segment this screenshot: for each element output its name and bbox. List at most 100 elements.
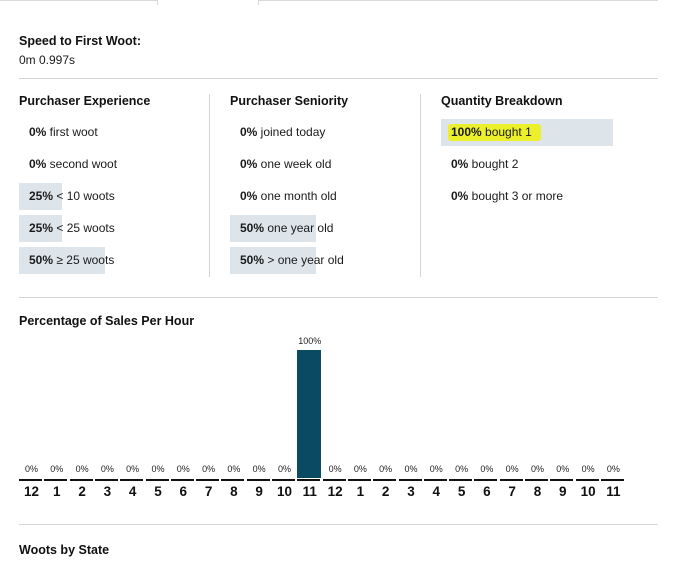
experience-row: 25% < 10 woots [19, 183, 219, 210]
bar-baseline [398, 479, 422, 481]
column-divider [209, 94, 210, 277]
speed-value: 0m 0.997s [19, 53, 76, 67]
woots-by-state-title: Woots by State [19, 543, 110, 557]
bar-value-label: 0% [24, 464, 38, 474]
row-percentage: 25% [29, 221, 54, 235]
row-label: ≥ 25 woots [53, 253, 115, 267]
seniority-row: 0% joined today [230, 119, 430, 146]
bar-value-label: 0% [404, 464, 418, 474]
bar-value-label: 0% [581, 464, 595, 474]
percentage-bar [19, 247, 105, 274]
row-percentage: 50% [29, 253, 54, 267]
hour-tick-label: 3 [103, 484, 112, 499]
speed-title: Speed to First Woot: [19, 34, 141, 48]
bar-value-label: 0% [379, 464, 393, 474]
hour-tick-label: 2 [78, 484, 86, 499]
seniority-row: 50% one year old [230, 215, 430, 242]
row-label: second woot [46, 157, 118, 171]
bar-baseline [347, 479, 371, 481]
bar-value-label: 0% [530, 464, 544, 474]
percentage-bar [19, 215, 62, 242]
speed-section: Speed to First Woot: 0m 0.997s [19, 34, 141, 67]
row-percentage: 50% [240, 253, 265, 267]
sales-per-hour-chart: 0% 12 0% 1 0% 2 0% 3 0% 4 0% 5 0% 6 0% 7 0% 8 0% 9 0% 10 100% 1… [19, 330, 639, 510]
experience-row: 50% ≥ 25 woots [19, 247, 219, 274]
bar-baseline [600, 479, 624, 481]
hour-tick-label: 9 [255, 484, 263, 499]
hour-tick-label: 7 [508, 484, 516, 499]
bar-baseline [246, 479, 270, 481]
panel-title: Purchaser Experience [19, 94, 151, 108]
row-label: bought 3 or more [468, 189, 564, 203]
row-label: one week old [257, 157, 332, 171]
bar-baseline [499, 479, 523, 481]
percentage-bar [230, 215, 316, 242]
row-percentage: 100% [451, 125, 482, 139]
bar-baseline [221, 479, 245, 481]
bar-baseline [449, 479, 473, 481]
row-label: one year old [264, 221, 334, 235]
bar-value-label: 0% [353, 464, 367, 474]
bar-baseline [170, 479, 194, 481]
tab-divider [259, 0, 658, 1]
bar-baseline [44, 479, 68, 481]
quantity-row: 0% bought 3 or more [441, 183, 641, 210]
percentage-bar [19, 183, 62, 210]
hour-tick-label: 7 [204, 484, 213, 499]
bar-baseline [373, 479, 397, 481]
chart-title: Percentage of Sales Per Hour [19, 314, 195, 328]
row-percentage: 25% [29, 189, 54, 203]
bar-value-label: 0% [505, 464, 519, 474]
bar-baseline [196, 479, 220, 481]
row-label: bought 2 [468, 157, 519, 171]
hour-tick-label: 4 [432, 484, 441, 499]
seniority-row: 50% > one year old [230, 247, 430, 274]
row-percentage: 0% [451, 189, 469, 203]
row-percentage: 0% [240, 189, 258, 203]
hour-tick-label: 3 [407, 484, 415, 499]
purchaser-seniority-panel: Purchaser Seniority 0% joined today 0% on… [230, 94, 430, 279]
bar-value-label: 0% [606, 464, 620, 474]
experience-row: 25% < 25 woots [19, 215, 219, 242]
hour-tick-label: 11 [302, 484, 317, 499]
row-label: < 10 woots [53, 189, 115, 203]
hour-tick-label: 6 [179, 484, 188, 499]
section-divider [19, 78, 658, 79]
row-label: first woot [46, 125, 98, 139]
section-divider [19, 297, 658, 298]
bar-value-label: 0% [126, 464, 140, 474]
row-percentage: 50% [240, 221, 265, 235]
hour-tick-label: 1 [356, 484, 365, 499]
hour-tick-label: 4 [128, 484, 137, 499]
hour-tick-label: 6 [483, 484, 491, 499]
hour-tick-label: 5 [154, 484, 162, 499]
bar-value-label: 0% [556, 464, 570, 474]
bar-value-label: 0% [202, 464, 216, 474]
row-label: joined today [257, 125, 326, 139]
bar-baseline [550, 479, 574, 481]
bar-baseline [423, 479, 447, 481]
hour-tick-label: 2 [381, 484, 390, 499]
hour-tick-label: 11 [606, 484, 621, 499]
bar-baseline [525, 479, 548, 481]
bar-value-label: 0% [277, 464, 291, 474]
bar-value-label: 0% [100, 464, 114, 474]
bar-baseline [145, 479, 169, 481]
percentage-bar [230, 247, 316, 274]
hour-tick-label: 1 [53, 484, 61, 499]
bar-baseline [322, 479, 346, 481]
experience-row: 0% second woot [19, 151, 219, 178]
row-percentage: 0% [240, 157, 258, 171]
purchaser-experience-panel: Purchaser Experience 0% first woot 0% sec… [19, 94, 219, 279]
tab-active[interactable] [157, 0, 259, 5]
quantity-row: 100% bought 1 [441, 119, 641, 146]
row-label: < 25 woots [53, 221, 115, 235]
row-label: bought 1 [481, 125, 532, 139]
highlight-mark [448, 124, 541, 141]
column-divider [420, 94, 421, 277]
bar-value-label: 0% [328, 464, 342, 474]
bar-baseline [94, 479, 118, 481]
top-tab-bar [0, 0, 682, 6]
bar-value-label: 0% [50, 464, 64, 474]
panel-title: Quantity Breakdown [441, 94, 563, 108]
